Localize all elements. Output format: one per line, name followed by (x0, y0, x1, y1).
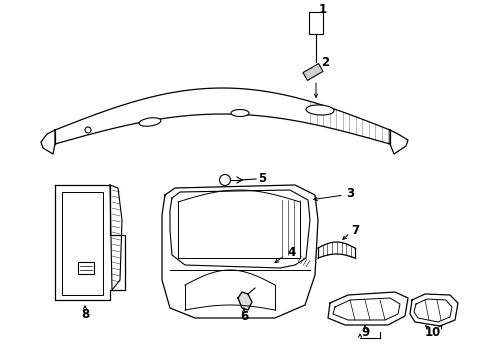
Bar (309, 12, 323, 34)
Text: 1: 1 (319, 3, 327, 15)
Ellipse shape (139, 118, 161, 126)
Text: 4: 4 (288, 246, 296, 258)
Text: 5: 5 (258, 171, 266, 185)
Circle shape (220, 175, 230, 185)
Text: 9: 9 (361, 325, 369, 338)
Text: 2: 2 (321, 55, 329, 68)
Circle shape (85, 127, 91, 133)
Ellipse shape (231, 109, 249, 117)
Text: 7: 7 (351, 224, 359, 237)
Text: 10: 10 (425, 325, 441, 338)
Bar (303, 64, 323, 80)
Text: 6: 6 (240, 310, 248, 323)
Polygon shape (238, 292, 252, 310)
Text: 3: 3 (346, 186, 354, 199)
Ellipse shape (306, 105, 334, 115)
Bar (78, 262, 94, 274)
Text: 8: 8 (81, 309, 89, 321)
